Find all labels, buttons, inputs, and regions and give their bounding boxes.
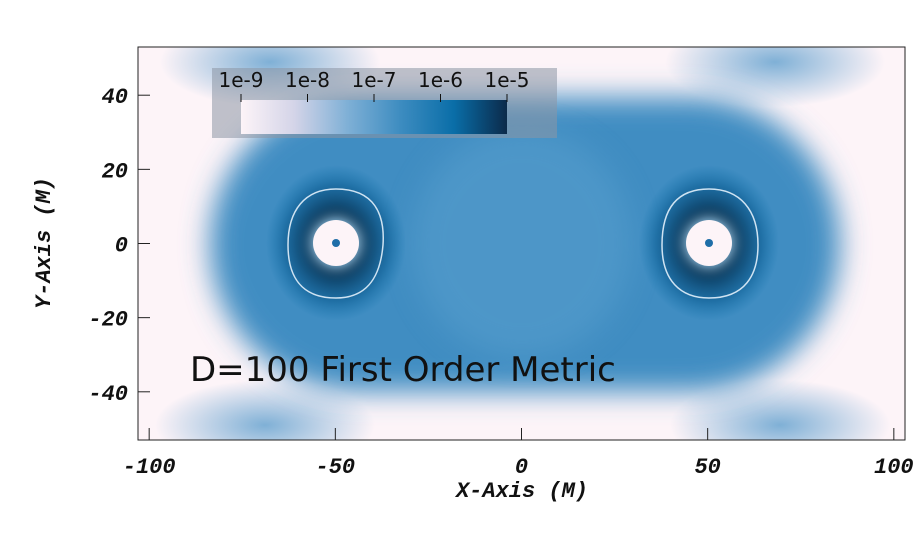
colorbar <box>241 100 507 134</box>
annotation: D=100 First Order Metric <box>190 350 616 390</box>
colorbar-tick-label: 1e-5 <box>485 68 530 92</box>
x-tick-label: -50 <box>316 455 356 480</box>
y-tick-label: 40 <box>102 85 128 110</box>
colorbar-tick-label: 1e-8 <box>285 68 330 92</box>
y-tick-label: 20 <box>102 159 128 184</box>
colorbar-tick-label: 1e-9 <box>219 68 264 92</box>
x-tick-label: -100 <box>123 455 176 480</box>
y-tick-label: -40 <box>88 382 128 407</box>
y-axis-label: Y-Axis (M) <box>32 177 57 309</box>
x-tick-label: 50 <box>694 455 720 480</box>
x-axis-label: X-Axis (M) <box>454 479 588 504</box>
colorbar-tick-label: 1e-6 <box>418 68 463 92</box>
heatmap-field <box>138 47 905 440</box>
y-tick-label: -20 <box>88 308 128 333</box>
x-tick-label: 100 <box>874 455 914 480</box>
colorbar-tick-label: 1e-7 <box>352 68 397 92</box>
x-tick-label: 0 <box>515 455 528 480</box>
y-tick-label: 0 <box>115 234 128 259</box>
